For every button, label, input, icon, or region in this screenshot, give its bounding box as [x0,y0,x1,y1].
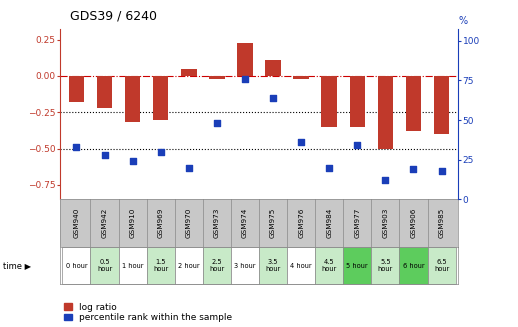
Text: %: % [458,16,468,26]
Bar [153,76,168,120]
Bar [62,247,91,284]
Text: GSM977: GSM977 [354,208,361,238]
Point [128,159,137,164]
Text: GSM942: GSM942 [102,208,108,238]
Text: GDS39 / 6240: GDS39 / 6240 [70,10,157,23]
Bar [237,43,253,76]
Bar [371,247,399,284]
Bar [293,76,309,79]
Text: GSM910: GSM910 [130,208,136,238]
Bar [406,76,421,131]
Text: time ▶: time ▶ [3,261,31,270]
Point [100,152,109,158]
Text: 3 hour: 3 hour [234,263,256,269]
Point [381,178,390,183]
Text: 6 hour: 6 hour [402,263,424,269]
Point [297,140,305,145]
Text: 0 hour: 0 hour [66,263,87,269]
Bar [175,247,203,284]
Bar [209,76,225,79]
Text: 4 hour: 4 hour [290,263,312,269]
Text: GSM940: GSM940 [74,208,79,238]
Text: 5 hour: 5 hour [347,263,368,269]
Bar [91,247,119,284]
Bar [147,247,175,284]
Point [409,167,418,172]
Text: GSM970: GSM970 [186,208,192,238]
Text: 1.5
hour: 1.5 hour [153,259,168,272]
Bar [231,247,259,284]
Text: 1 hour: 1 hour [122,263,143,269]
Text: 5.5
hour: 5.5 hour [378,259,393,272]
Bar [265,60,281,76]
Bar [181,69,196,76]
Legend: log ratio, percentile rank within the sample: log ratio, percentile rank within the sa… [64,303,233,322]
Text: GSM973: GSM973 [214,208,220,238]
Bar [203,247,231,284]
Bar [69,76,84,102]
Text: 2 hour: 2 hour [178,263,199,269]
Text: GSM985: GSM985 [439,208,444,238]
Point [353,143,362,148]
Point [269,95,277,100]
Text: GSM906: GSM906 [410,208,416,238]
Text: GSM969: GSM969 [157,208,164,238]
Bar [343,247,371,284]
Text: GSM975: GSM975 [270,208,276,238]
Bar [315,247,343,284]
Point [156,149,165,154]
Point [437,168,445,174]
Text: GSM903: GSM903 [382,208,388,238]
Text: 0.5
hour: 0.5 hour [97,259,112,272]
Text: 4.5
hour: 4.5 hour [322,259,337,272]
Text: GSM976: GSM976 [298,208,304,238]
Text: 6.5
hour: 6.5 hour [434,259,449,272]
Point [241,76,249,81]
Bar [322,76,337,127]
Point [73,145,81,150]
Point [325,165,334,170]
Bar [427,247,456,284]
Point [213,121,221,126]
Text: GSM984: GSM984 [326,208,332,238]
Bar [259,247,287,284]
Bar [125,76,140,122]
Bar [378,76,393,148]
Bar [97,76,112,108]
Bar [287,247,315,284]
Text: GSM974: GSM974 [242,208,248,238]
Bar [434,76,449,134]
Text: 2.5
hour: 2.5 hour [209,259,224,272]
Point [184,165,193,170]
Bar [350,76,365,127]
Bar [119,247,147,284]
Text: 3.5
hour: 3.5 hour [265,259,281,272]
Bar [399,247,427,284]
